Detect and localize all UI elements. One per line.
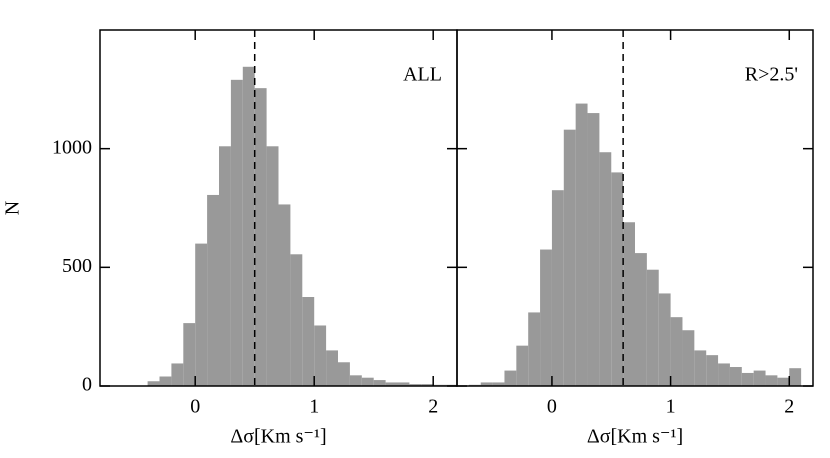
bar [670, 317, 683, 386]
y-tick-label: 0 [82, 374, 92, 396]
bar [682, 330, 695, 386]
bar [575, 103, 588, 386]
bar [361, 377, 374, 386]
bar [349, 375, 362, 386]
x-tick-label: 0 [190, 396, 200, 418]
y-axis-label: N [2, 201, 24, 215]
bar [230, 79, 243, 386]
annotation: R>2.5' [745, 64, 798, 86]
bar [492, 382, 505, 386]
bar [171, 363, 184, 386]
bar [694, 350, 707, 386]
x-tick-label: 1 [309, 396, 319, 418]
bar [266, 146, 279, 386]
bar [302, 297, 315, 386]
bar [777, 377, 790, 386]
bar [789, 368, 802, 386]
annotation: ALL [403, 64, 442, 86]
x-axis-label: Δσ[Km s⁻¹] [230, 426, 326, 448]
bar [706, 355, 719, 386]
bar [159, 376, 172, 386]
bar [480, 382, 493, 386]
bar [623, 222, 635, 386]
bar [183, 323, 196, 386]
bar [219, 146, 231, 386]
bar [753, 370, 766, 386]
bar [290, 254, 303, 386]
bar [528, 312, 541, 386]
x-tick-label: 1 [666, 396, 676, 418]
bar [242, 66, 255, 386]
bar [278, 204, 291, 386]
bar [741, 372, 754, 386]
bar [611, 172, 624, 386]
bar [373, 380, 386, 386]
bar [504, 370, 517, 386]
x-axis-label: Δσ[Km s⁻¹] [587, 426, 683, 448]
bar [765, 375, 778, 386]
bar [540, 249, 552, 386]
bar [195, 243, 208, 386]
x-tick-label: 2 [428, 396, 438, 418]
bar [729, 367, 742, 386]
bar [599, 152, 612, 386]
bar [421, 384, 434, 386]
bar [635, 253, 647, 386]
bar [718, 363, 730, 386]
bar [326, 350, 338, 386]
bar [551, 190, 564, 386]
bar [254, 88, 267, 386]
bar [646, 269, 659, 386]
bar [338, 362, 350, 386]
bar [587, 113, 600, 387]
bar [207, 194, 219, 386]
bar [314, 325, 327, 386]
y-tick-label: 1000 [52, 136, 92, 158]
bar [385, 382, 398, 386]
x-tick-label: 2 [784, 396, 794, 418]
bar [516, 345, 529, 386]
bar [409, 384, 422, 386]
bar [563, 129, 576, 386]
plot-frame [456, 29, 814, 387]
bar [147, 381, 160, 386]
bar [397, 382, 410, 386]
y-tick-label: 500 [62, 255, 92, 277]
x-tick-label: 0 [547, 396, 557, 418]
bar [658, 293, 671, 386]
